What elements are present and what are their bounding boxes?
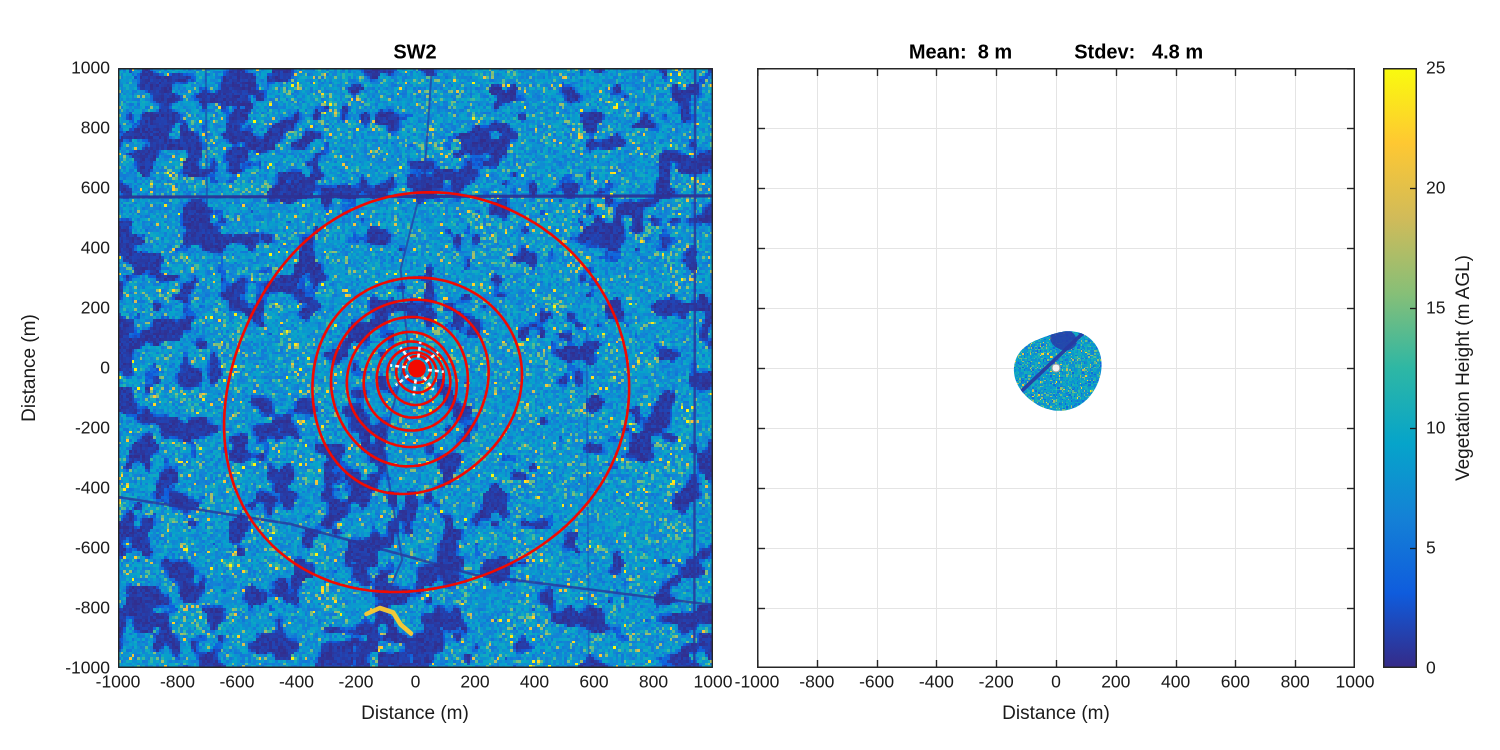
right-x-axis-label: Distance (m) bbox=[1002, 703, 1110, 724]
colorbar-tick-label: 0 bbox=[1426, 657, 1436, 678]
colorbar-tick-label: 5 bbox=[1426, 537, 1436, 558]
left-y-tick-label: 1000 bbox=[71, 57, 110, 78]
mean-stat: Mean: 8 m bbox=[908, 41, 1013, 64]
right-x-tick-label: -1000 bbox=[734, 671, 780, 692]
left-x-tick-label: -400 bbox=[278, 671, 315, 692]
right-x-tick-label: -400 bbox=[918, 671, 954, 692]
left-y-tick-label: 400 bbox=[80, 237, 110, 258]
left-x-tick-label: -800 bbox=[159, 671, 196, 692]
vegetation-map-canvas bbox=[118, 68, 713, 668]
right-x-tick-label: 200 bbox=[1101, 671, 1131, 692]
left-x-tick-label: -600 bbox=[219, 671, 255, 692]
colorbar-tick-label: 20 bbox=[1426, 177, 1446, 198]
left-y-tick-label: -1000 bbox=[65, 657, 110, 678]
colorbar bbox=[1383, 68, 1417, 668]
right-x-tick-label: 0 bbox=[1051, 671, 1061, 692]
right-x-tick-label: 1000 bbox=[1335, 671, 1375, 692]
left-x-tick-label: 200 bbox=[460, 671, 490, 692]
right-x-tick-label: -200 bbox=[978, 671, 1014, 692]
left-x-tick-label: -1000 bbox=[95, 671, 141, 692]
left-y-tick-label: -800 bbox=[74, 597, 110, 618]
left-x-tick-label: 400 bbox=[519, 671, 550, 692]
left-x-tick-label: 1000 bbox=[693, 671, 733, 692]
right-x-tick-label: 600 bbox=[1220, 671, 1250, 692]
left-y-tick-label: 600 bbox=[80, 177, 110, 198]
right-plot-title: Mean: 8 m Stdev: 4.8 m bbox=[909, 42, 1203, 65]
left-y-axis-label: Distance (m) bbox=[19, 314, 40, 422]
left-y-tick-label: 0 bbox=[100, 357, 110, 378]
left-x-tick-label: -200 bbox=[338, 671, 374, 692]
left-y-tick-label: 800 bbox=[80, 117, 110, 138]
colorbar-tick-label: 15 bbox=[1426, 297, 1446, 318]
stdev-stat: Stdev: 4.8 m bbox=[1074, 41, 1204, 64]
left-y-tick-label: -200 bbox=[74, 417, 110, 438]
right-x-tick-label: 400 bbox=[1160, 671, 1191, 692]
left-x-axis-label: Distance (m) bbox=[361, 703, 469, 724]
right-x-tick-label: 800 bbox=[1280, 671, 1310, 692]
left-x-tick-label: 600 bbox=[579, 671, 609, 692]
left-x-tick-label: 0 bbox=[410, 671, 421, 692]
left-x-tick-label: 800 bbox=[638, 671, 669, 692]
colorbar-tick-label: 10 bbox=[1426, 417, 1446, 438]
left-plot-title: SW2 bbox=[393, 41, 437, 64]
right-x-tick-label: -600 bbox=[859, 671, 895, 692]
left-y-tick-label: -600 bbox=[74, 537, 110, 558]
left-y-tick-label: 200 bbox=[80, 297, 110, 318]
footprint-weighted-map-canvas bbox=[757, 68, 1355, 668]
right-x-tick-label: -800 bbox=[799, 671, 835, 692]
colorbar-label: Vegetation Height (m AGL) bbox=[1453, 254, 1474, 482]
colorbar-tick-label: 25 bbox=[1426, 57, 1446, 78]
left-y-tick-label: -400 bbox=[74, 477, 110, 498]
